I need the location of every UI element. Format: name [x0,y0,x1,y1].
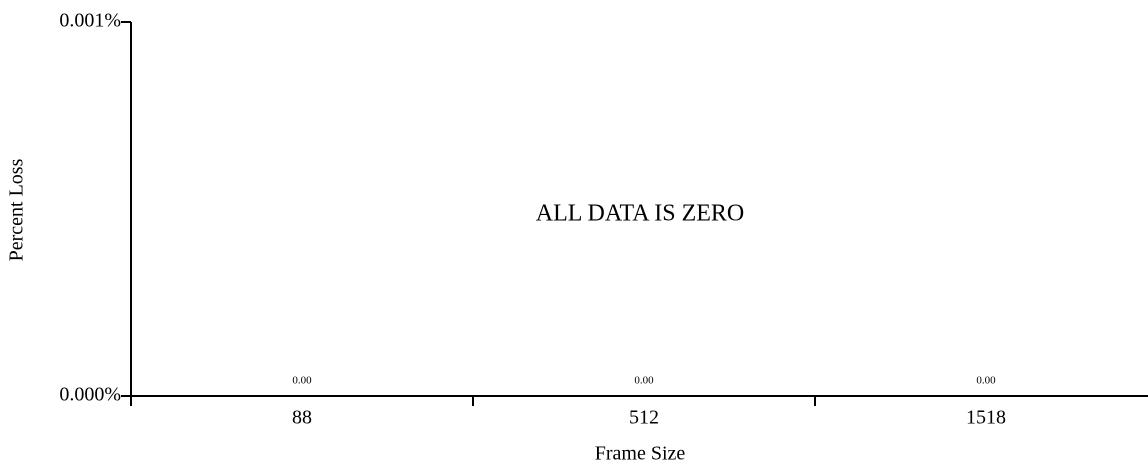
value-label: 0.00 [292,375,312,387]
y-axis-label: Percent Loss [6,158,28,261]
value-label: 0.00 [634,375,654,387]
x-axis-label: Frame Size [595,443,686,465]
annotation: ALL DATA IS ZERO [536,201,745,227]
y-tick-label: 0.000% [59,384,121,406]
x-tick-label: 1518 [966,407,1006,429]
value-label: 0.00 [976,375,996,387]
x-tick-label: 88 [292,407,312,429]
x-tick-label: 512 [629,407,659,429]
y-tick-label: 0.001% [59,10,121,32]
